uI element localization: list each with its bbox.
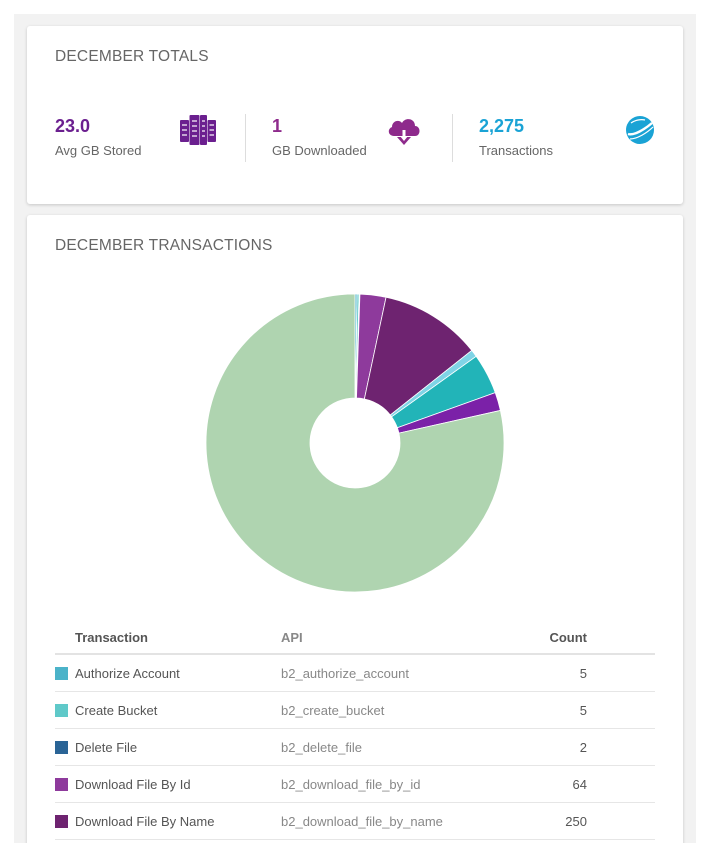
donut-slice <box>205 293 505 593</box>
stat-value: 23.0 <box>55 116 91 136</box>
legend-swatch <box>55 667 68 680</box>
transaction-count: 5 <box>579 703 587 718</box>
transaction-count: 250 <box>565 814 587 829</box>
donut-svg <box>205 293 505 593</box>
server-rack-icon <box>179 114 217 151</box>
transaction-name: Download File By Name <box>75 814 215 829</box>
transactions-table: Transaction API Count Authorize Account … <box>55 625 655 840</box>
legend-swatch <box>55 815 68 828</box>
column-header-count: Count <box>549 630 587 645</box>
cloud-download-icon <box>386 116 422 151</box>
stat-label: Avg GB Stored <box>55 143 142 158</box>
transaction-count: 2 <box>579 740 587 755</box>
api-name: b2_download_file_by_id <box>281 777 421 792</box>
stat-label: GB Downloaded <box>272 143 367 158</box>
stat-label: Transactions <box>479 143 553 158</box>
globe-icon <box>625 115 655 150</box>
legend-swatch <box>55 778 68 791</box>
donut-slice <box>363 296 473 416</box>
legend-swatch <box>55 741 68 754</box>
table-row: Download File By Id b2_download_file_by_… <box>55 766 655 803</box>
transactions-card: DECEMBER TRANSACTIONS Transaction API Co… <box>27 215 683 843</box>
transactions-title: DECEMBER TRANSACTIONS <box>55 237 273 254</box>
transaction-count: 64 <box>572 777 587 792</box>
column-header-api: API <box>281 630 303 645</box>
table-row: Download File By Name b2_download_file_b… <box>55 803 655 840</box>
stat-gb-downloaded: 1 GB Downloaded <box>272 112 432 172</box>
column-header-transaction: Transaction <box>75 630 148 645</box>
transaction-name: Download File By Id <box>75 777 191 792</box>
table-row: Create Bucket b2_create_bucket 5 <box>55 692 655 729</box>
transaction-name: Create Bucket <box>75 703 158 718</box>
totals-card: DECEMBER TOTALS 23.0 Avg GB Stored 1 GB … <box>27 26 683 204</box>
api-name: b2_create_bucket <box>281 703 385 718</box>
stat-transactions: 2,275 Transactions <box>479 112 659 172</box>
stat-value: 1 <box>272 116 283 136</box>
legend-swatch <box>55 704 68 717</box>
transaction-name: Delete File <box>75 740 138 755</box>
stat-avg-gb-stored: 23.0 Avg GB Stored <box>55 112 220 172</box>
table-row: Authorize Account b2_authorize_account 5 <box>55 655 655 692</box>
transaction-name: Authorize Account <box>75 666 180 681</box>
transactions-donut-chart <box>205 293 505 593</box>
stat-divider <box>245 114 246 162</box>
table-row: Delete File b2_delete_file 2 <box>55 729 655 766</box>
table-header: Transaction API Count <box>55 625 655 655</box>
stat-value: 2,275 <box>479 116 525 136</box>
api-name: b2_authorize_account <box>281 666 409 681</box>
api-name: b2_delete_file <box>281 740 362 755</box>
api-name: b2_download_file_by_name <box>281 814 443 829</box>
transaction-count: 5 <box>579 666 587 681</box>
totals-title: DECEMBER TOTALS <box>55 48 209 65</box>
stat-divider <box>452 114 453 162</box>
